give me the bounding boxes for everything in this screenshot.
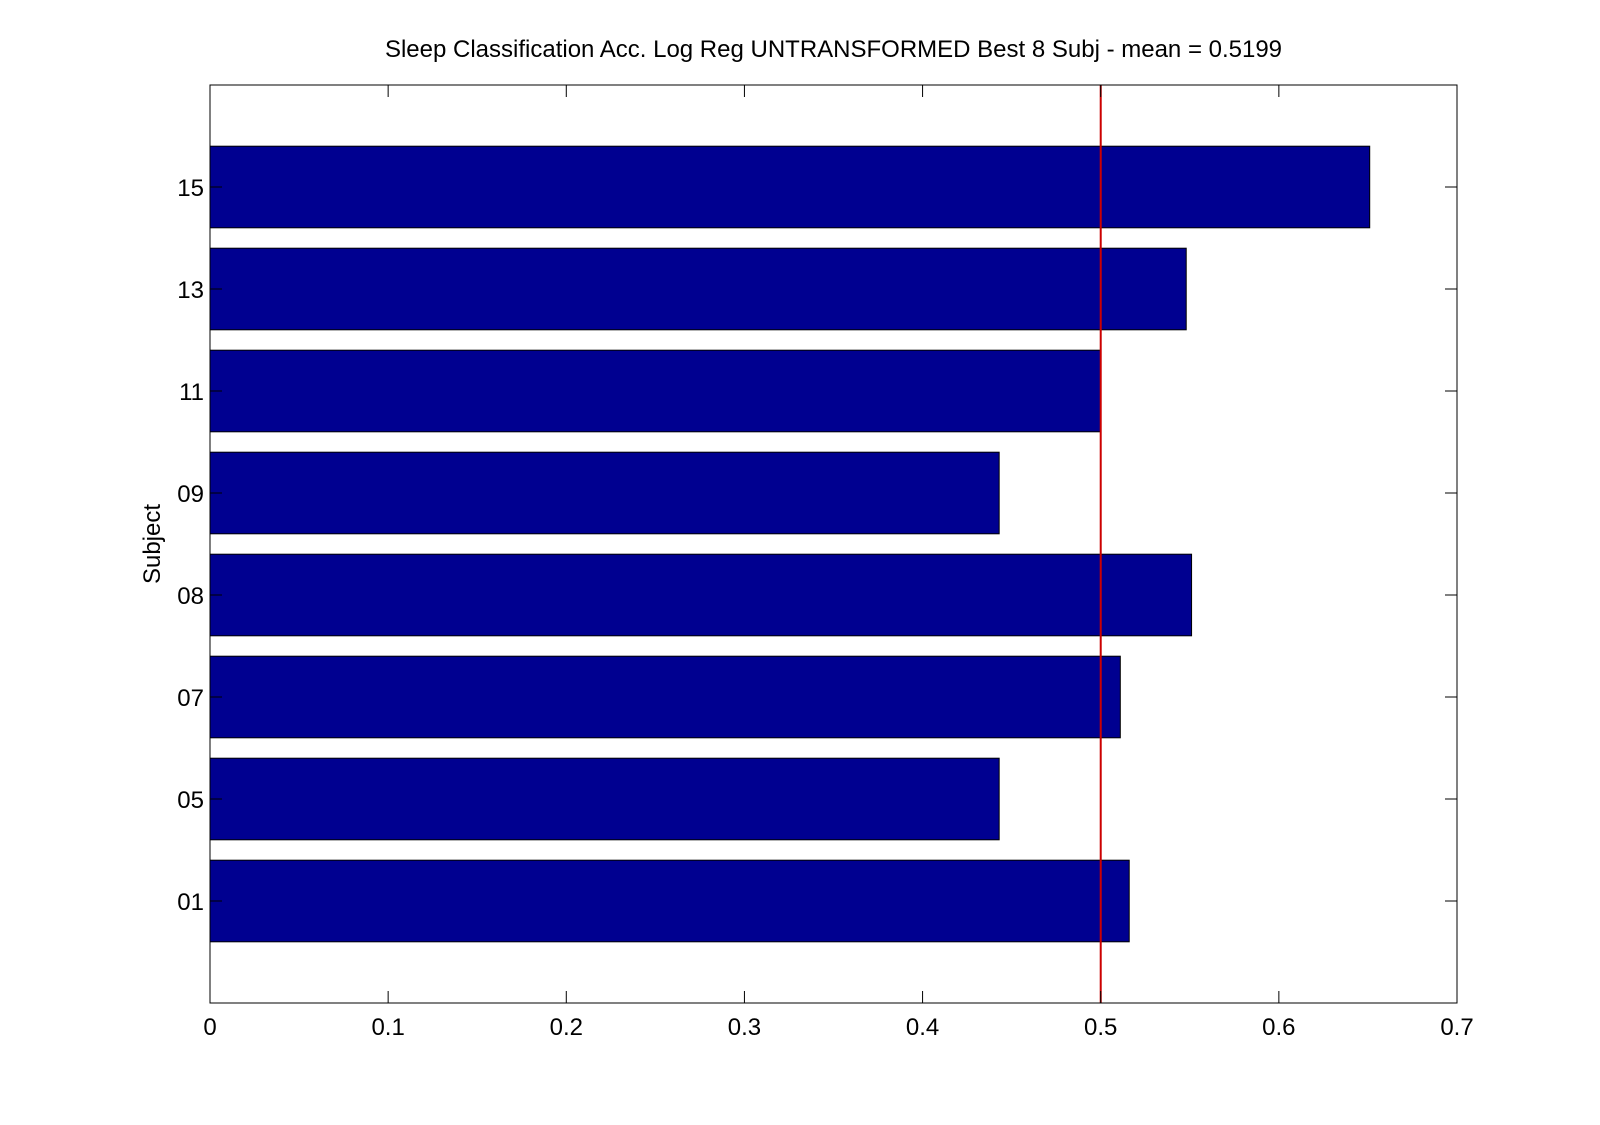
bar-09 — [209, 451, 1000, 535]
x-tick-label: 0.2 — [550, 1014, 583, 1041]
x-tick-label: 0.6 — [1262, 1014, 1295, 1041]
y-tick-label: 11 — [179, 379, 204, 406]
plot-frame — [209, 84, 1458, 1004]
chart-title: Sleep Classification Acc. Log Reg UNTRAN… — [385, 36, 1282, 63]
ticks: 0 0.1 0.2 0.3 0.4 0.5 0.6 0.7 01 05 07 08 09 11 13 15 — [177, 85, 1474, 1041]
bar-01 — [209, 859, 1130, 943]
x-tick-label: 0.3 — [728, 1014, 761, 1041]
bar-05 — [209, 757, 1000, 841]
axes — [209, 84, 1458, 1004]
y-tick-label: 09 — [177, 481, 204, 508]
bar-07 — [209, 655, 1121, 739]
y-tick-label: 01 — [177, 889, 204, 916]
y-tick-label: 05 — [177, 787, 204, 814]
x-tick-label: 0.4 — [906, 1014, 939, 1041]
bars — [209, 145, 1371, 943]
bar-11 — [209, 349, 1102, 433]
x-tick-label: 0 — [203, 1014, 216, 1041]
x-tick-label: 0.5 — [1084, 1014, 1117, 1041]
y-axis-label: Subject — [139, 504, 166, 584]
y-tick-label: 15 — [177, 175, 204, 202]
y-tick-label: 08 — [177, 583, 204, 610]
bar-15 — [209, 145, 1371, 229]
x-tick-label: 0.7 — [1440, 1014, 1473, 1041]
y-tick-label: 07 — [177, 685, 204, 712]
y-tick-label: 13 — [177, 277, 204, 304]
bar-13 — [209, 247, 1187, 331]
x-tick-label: 0.1 — [371, 1014, 404, 1041]
bar-08 — [209, 553, 1193, 637]
